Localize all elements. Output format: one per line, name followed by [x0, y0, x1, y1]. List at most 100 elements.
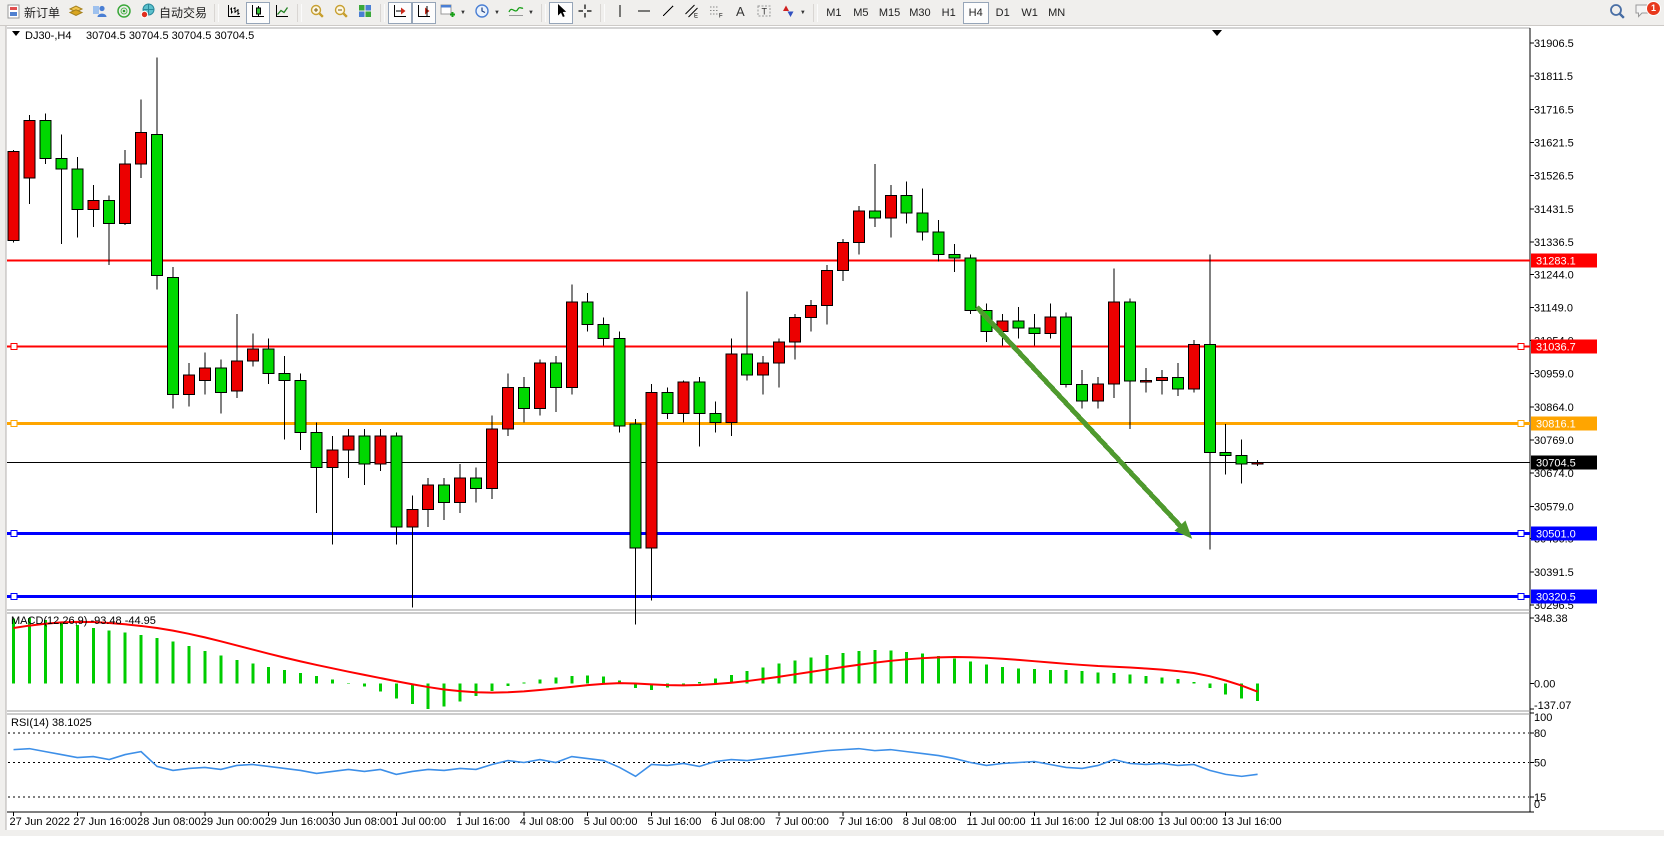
candle	[501, 386, 514, 430]
price-tag	[1531, 416, 1597, 431]
bottom-strip	[0, 830, 1664, 836]
price-tag-label: 30501.0	[1536, 529, 1576, 541]
symbol-title: DJ30-,H4	[25, 30, 71, 42]
equidistant-channel-button[interactable]: E	[680, 2, 704, 24]
candle	[741, 353, 754, 376]
arrows-button[interactable]: ▼	[776, 2, 810, 24]
candle	[1219, 452, 1232, 456]
navigator-button[interactable]	[88, 2, 112, 24]
x-axis-label: 7 Jul 16:00	[839, 816, 893, 828]
auto-scroll-icon	[392, 3, 408, 22]
auto-scroll-button[interactable]	[388, 1, 413, 24]
candle	[1124, 301, 1136, 382]
y-axis-label: 31244.0	[1534, 269, 1574, 281]
toolbar-separator	[812, 3, 818, 22]
new-chart-button[interactable]: ▼	[436, 2, 470, 24]
candle	[326, 449, 339, 469]
candle	[1235, 454, 1248, 465]
notification-badge[interactable]: 1	[1646, 0, 1661, 16]
text-label-button[interactable]: T	[752, 2, 776, 24]
text-label-icon: T	[756, 3, 772, 22]
candle	[613, 337, 626, 427]
zoom-in-button[interactable]	[305, 2, 329, 24]
candle	[1060, 316, 1073, 386]
search-button[interactable]	[1604, 2, 1630, 24]
y-axis-label: 31811.5	[1534, 71, 1573, 83]
price-chart[interactable]: 31906.5 31811.5 31716.5 31621.5 31526.5 31431…	[0, 26, 1664, 836]
symbol-dropdown-arrow[interactable]	[12, 31, 20, 36]
fibonacci-button[interactable]: F	[704, 2, 728, 24]
hline-handle[interactable]	[10, 530, 18, 538]
candle	[358, 435, 371, 465]
candle	[342, 435, 355, 451]
candle	[230, 360, 243, 392]
indicators-button[interactable]: ▼	[504, 2, 538, 24]
bar-chart-icon	[226, 3, 242, 22]
hline-handle[interactable]	[10, 420, 18, 428]
candle	[1044, 316, 1057, 334]
x-axis-label: 8 Jul 08:00	[903, 816, 957, 828]
timeframe-M15[interactable]: M15	[875, 2, 904, 24]
line-chart-button[interactable]	[270, 2, 294, 24]
candle	[789, 317, 802, 343]
trend-arrow-head[interactable]	[1174, 520, 1193, 539]
hline-handle[interactable]	[1517, 420, 1525, 428]
new-order-button[interactable]: 新订单	[2, 2, 64, 24]
timeframe-D1[interactable]: D1	[990, 2, 1016, 24]
candle	[1203, 343, 1216, 454]
indicators-icon	[508, 3, 524, 22]
horizontal-line-button[interactable]	[632, 2, 656, 24]
text-button[interactable]: A	[728, 2, 752, 24]
cursor-button[interactable]	[548, 1, 573, 24]
y-axis-label: 30674.0	[1534, 468, 1574, 480]
terminal-button[interactable]	[112, 2, 136, 24]
candle	[71, 168, 84, 210]
candle	[390, 435, 403, 528]
candle	[1076, 384, 1089, 402]
trend-arrow[interactable]	[975, 305, 1182, 528]
timeframe-MN[interactable]: MN	[1044, 2, 1070, 24]
candle	[932, 231, 945, 256]
trendline-button[interactable]	[656, 2, 680, 24]
new-order-icon	[6, 4, 21, 22]
timeframe-group: M1 M5 M15 M30 H1 H4 D1 W1 MN	[821, 1, 1070, 24]
candle	[7, 151, 20, 242]
periods-button[interactable]: ▼	[470, 2, 504, 24]
bar-chart-button[interactable]	[222, 2, 246, 24]
candle	[438, 484, 451, 504]
candle	[214, 367, 227, 394]
hline-handle[interactable]	[10, 593, 18, 601]
x-axis-label: 1 Jul 16:00	[456, 816, 510, 828]
market-watch-button[interactable]	[64, 2, 88, 24]
tile-windows-button[interactable]	[353, 2, 377, 24]
chart-shift-marker[interactable]	[1212, 30, 1222, 36]
x-axis-label: 11 Jul 00:00	[967, 816, 1026, 828]
timeframe-M5[interactable]: M5	[848, 2, 874, 24]
svg-text:E: E	[694, 14, 698, 20]
hline-handle[interactable]	[1517, 343, 1525, 351]
hline-handle[interactable]	[1517, 593, 1525, 601]
y-axis-label: 31716.5	[1534, 104, 1574, 116]
channel-icon: E	[684, 3, 700, 22]
timeframe-H1[interactable]: H1	[936, 2, 962, 24]
zoom-out-button[interactable]	[329, 2, 353, 24]
vertical-line-button[interactable]	[608, 2, 632, 24]
crosshair-button[interactable]	[573, 2, 597, 24]
timeframe-H4[interactable]: H4	[962, 1, 989, 24]
hline-handle[interactable]	[1517, 530, 1525, 538]
candle	[916, 212, 929, 233]
candle	[87, 200, 100, 210]
svg-text:F: F	[719, 14, 723, 20]
auto-trading-button[interactable]: 自动交易	[136, 2, 211, 24]
candle	[1092, 383, 1105, 402]
timeframe-M30[interactable]: M30	[905, 2, 934, 24]
timeframe-M1[interactable]: M1	[821, 2, 847, 24]
candlestick-chart-button[interactable]	[246, 1, 271, 24]
x-axis-label: 6 Jul 08:00	[711, 816, 765, 828]
candle	[581, 301, 594, 326]
hline-handle[interactable]	[10, 343, 18, 351]
timeframe-W1[interactable]: W1	[1017, 2, 1043, 24]
chart-shift-button[interactable]	[412, 1, 437, 24]
candle	[167, 276, 179, 395]
candle	[1012, 320, 1025, 329]
